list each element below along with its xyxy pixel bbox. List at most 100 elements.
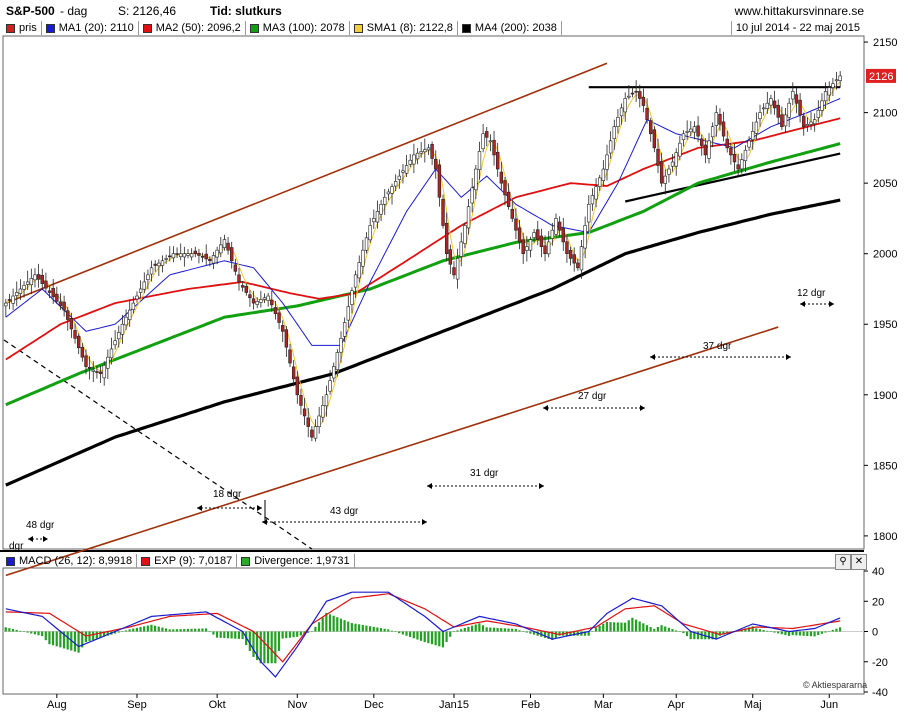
divergence-bar (824, 631, 827, 633)
arrow-head (197, 505, 202, 511)
divergence-bar (529, 631, 532, 634)
price-panel-frame (2, 35, 865, 550)
arrow-head (543, 405, 548, 411)
legend-swatch (45, 23, 55, 33)
legend-label: SMA1 (8): 2122,8 (366, 22, 453, 34)
current-price-value: 2126 (869, 71, 893, 83)
divergence-bar (299, 631, 302, 636)
candle-body (95, 371, 99, 373)
candle-body (659, 161, 664, 184)
divergence-bar (332, 615, 335, 632)
divergence-bar (405, 631, 408, 636)
divergence-bar (511, 628, 514, 632)
divergence-bar (132, 628, 135, 632)
divergence-bar (48, 631, 51, 645)
candle-body (634, 90, 638, 93)
candle-body (437, 164, 442, 198)
sma1-line (5, 81, 841, 427)
divergence-bar (161, 627, 164, 632)
divergence-bar (73, 631, 77, 652)
candle-body (754, 121, 759, 134)
divergence-bar (543, 631, 547, 638)
candle-body (525, 246, 529, 251)
divergence-bar (762, 630, 765, 632)
candle-body (401, 170, 405, 173)
candle-body (222, 239, 227, 248)
macd-axis-label: -20 (872, 657, 888, 669)
divergence-bar (744, 628, 747, 632)
legend-swatch (249, 23, 259, 33)
price-axis-label: 2000 (873, 249, 897, 261)
divergence-bar (317, 622, 321, 632)
divergence-bar (416, 631, 419, 640)
search-icon[interactable]: ⚲ (835, 554, 851, 570)
price-legend-item: pris (2, 21, 42, 35)
candle-body (419, 151, 423, 154)
arrow-head (257, 505, 262, 511)
price-legend-item: SMA1 (8): 2122,8 (350, 21, 458, 35)
divergence-bar (602, 623, 605, 632)
divergence-bar (215, 631, 219, 638)
candle-body (299, 395, 303, 406)
candle-body (357, 262, 361, 279)
divergence-bar (172, 629, 175, 632)
arrow-head (427, 483, 432, 489)
divergence-bar (157, 626, 160, 632)
candle-body (623, 98, 627, 113)
divergence-bar (427, 631, 430, 644)
divergence-bar (594, 627, 598, 632)
candle-body (441, 198, 445, 226)
month-label: Sep (127, 699, 147, 711)
divergence-bar (252, 631, 255, 657)
candle-body (215, 249, 219, 258)
macd-axis-label: 20 (872, 596, 884, 608)
candle-body (29, 278, 34, 286)
month-label: Dec (364, 699, 384, 711)
macd-line (5, 591, 841, 678)
candle-body (211, 255, 216, 264)
divergence-bar (328, 614, 332, 632)
candle-body (142, 281, 146, 290)
candle-body (80, 346, 85, 358)
divergence-bar (168, 629, 171, 632)
divergence-bar (489, 627, 492, 632)
candle-body (393, 181, 398, 187)
candle-body (84, 355, 88, 367)
price-legend-item: MA4 (200): 2038 (458, 21, 562, 35)
candle-body (175, 253, 179, 255)
candle-body (747, 140, 751, 148)
divergence-bar (208, 631, 211, 632)
divergence-bar (624, 622, 627, 632)
divergence-bar (292, 631, 295, 638)
divergence-bar (343, 620, 346, 632)
candle-body (109, 348, 114, 359)
divergence-bar (747, 627, 751, 632)
divergence-bar (784, 631, 787, 636)
candle-body (138, 288, 143, 293)
candle-body (149, 267, 154, 275)
candle-body (823, 91, 828, 102)
divergence-bar (99, 631, 102, 638)
candle-body (598, 177, 602, 187)
candle-body (710, 126, 715, 138)
divergence-bar (605, 621, 608, 632)
divergence-bar (409, 631, 412, 638)
divergence-bar (117, 631, 120, 633)
candle-body (186, 253, 190, 256)
candle-body (630, 92, 635, 95)
candle-body (11, 295, 15, 304)
divergence-bar (379, 628, 383, 632)
divergence-bar (121, 631, 124, 633)
close-icon[interactable]: ✕ (851, 554, 867, 570)
divergence-bar (693, 631, 696, 640)
divergence-bar (660, 625, 663, 632)
divergence-bar (609, 622, 612, 632)
candle-body (361, 249, 365, 267)
candle-body (740, 159, 744, 170)
candle-body (448, 249, 453, 265)
divergence-bar (664, 626, 667, 632)
candle-body (266, 295, 270, 301)
candle-body (444, 222, 449, 254)
divergence-bar (780, 631, 783, 635)
divergence-bar (390, 630, 394, 632)
